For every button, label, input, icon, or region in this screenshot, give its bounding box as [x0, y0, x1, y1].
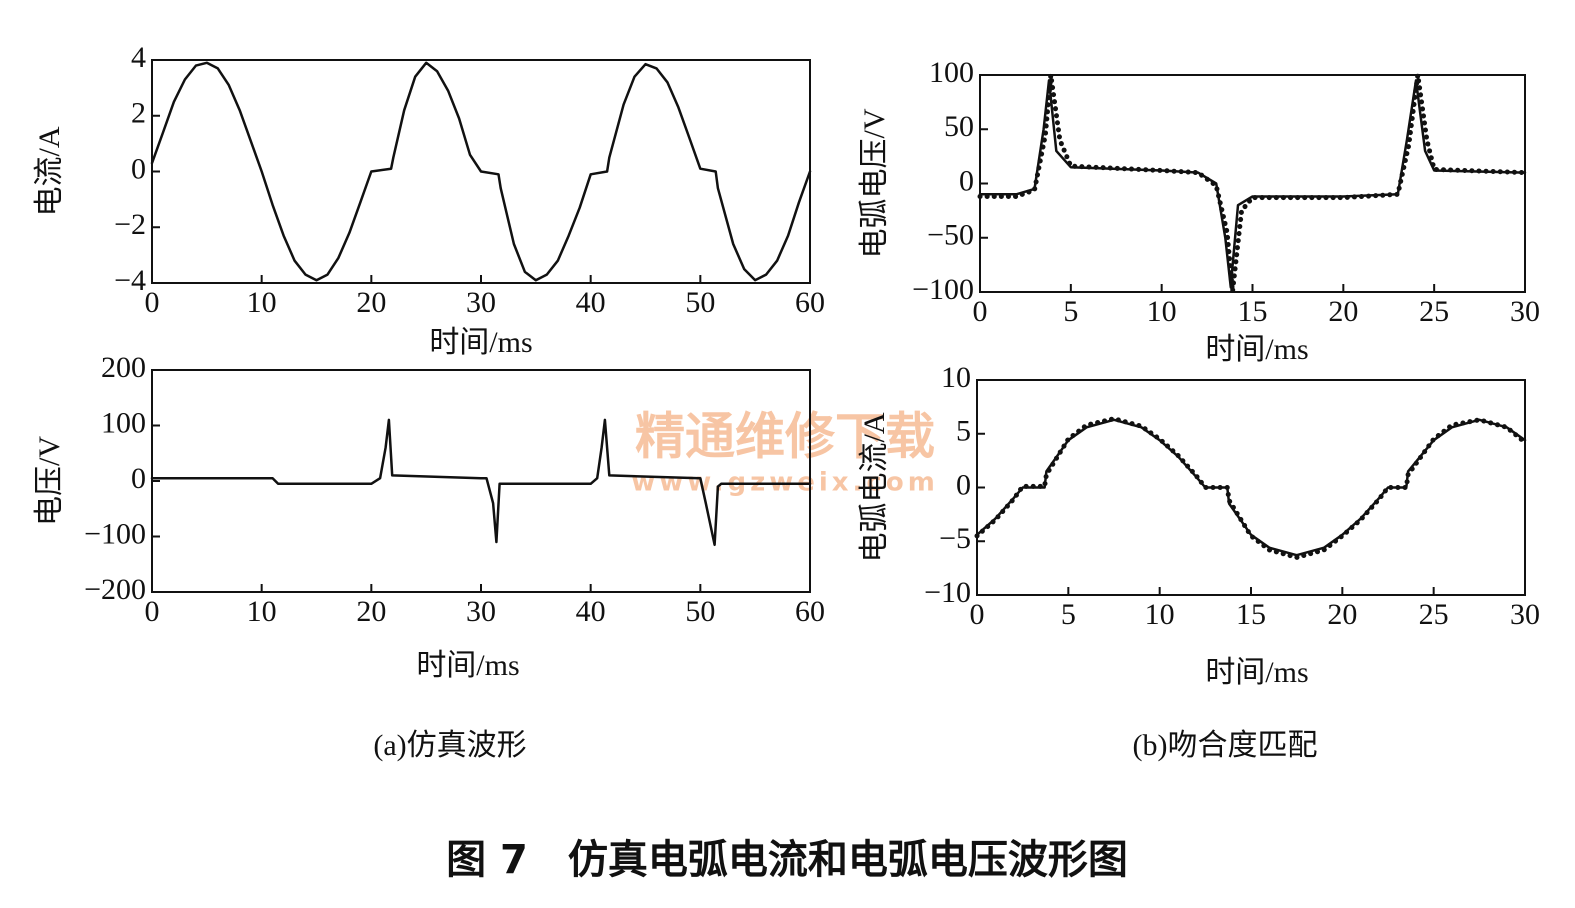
y-tick-label: −2	[114, 208, 146, 241]
line-series	[977, 72, 1528, 295]
line-series	[150, 418, 812, 547]
subcaption: (b)吻合度匹配	[1133, 729, 1318, 762]
x-tick-label: 0	[973, 295, 988, 328]
y-tick-label: 0	[959, 164, 974, 197]
y-tick-label: −5	[939, 522, 971, 555]
x-tick-label: 30	[1510, 598, 1540, 631]
line-series	[974, 416, 1528, 560]
y-axis-label: 电压/V	[33, 436, 66, 526]
x-tick-label: 0	[970, 598, 985, 631]
x-tick-label: 25	[1419, 295, 1449, 328]
x-axis-label: 时间/ms	[1205, 656, 1308, 689]
x-tick-label: 30	[1510, 295, 1540, 328]
x-tick-label: 25	[1419, 598, 1449, 631]
x-axis-label: 时间/ms	[429, 326, 532, 359]
y-tick-label: 100	[101, 406, 146, 439]
y-axis-label: 电弧电流/A	[858, 412, 891, 562]
x-tick-label: 60	[795, 595, 825, 628]
line-series	[978, 79, 1527, 288]
plot-frame	[979, 74, 1526, 293]
y-tick-label: 4	[131, 41, 146, 74]
x-tick-label: 40	[576, 286, 606, 319]
y-tick-label: −100	[84, 517, 146, 550]
x-tick-label: 5	[1061, 598, 1076, 631]
x-tick-label: 30	[466, 595, 496, 628]
y-tick-label: −10	[924, 576, 971, 609]
x-tick-label: 60	[795, 286, 825, 319]
x-tick-label: 10	[247, 595, 277, 628]
x-tick-label: 20	[1328, 295, 1358, 328]
y-axis-label: 电弧电压/V	[858, 108, 891, 258]
y-tick-label: −200	[84, 573, 146, 606]
x-axis-label: 时间/ms	[416, 649, 519, 682]
y-tick-label: 10	[941, 361, 971, 394]
x-tick-label: 20	[356, 595, 386, 628]
y-tick-label: 50	[944, 110, 974, 143]
x-tick-label: 5	[1063, 295, 1078, 328]
y-tick-label: 0	[131, 152, 146, 185]
x-tick-label: 10	[247, 286, 277, 319]
y-tick-label: −50	[927, 219, 974, 252]
y-tick-label: 5	[956, 415, 971, 448]
y-tick-label: 0	[956, 468, 971, 501]
plot-frame	[976, 379, 1526, 596]
figure-caption: 图 7 仿真电弧电流和电弧电压波形图	[446, 837, 1128, 883]
y-axis-label: 电流/A	[33, 126, 66, 216]
x-tick-label: 20	[356, 286, 386, 319]
x-tick-label: 0	[145, 595, 160, 628]
x-tick-label: 0	[145, 286, 160, 319]
x-tick-label: 10	[1147, 295, 1177, 328]
y-tick-label: −4	[114, 264, 146, 297]
x-tick-label: 15	[1236, 598, 1266, 631]
y-tick-label: 100	[929, 56, 974, 89]
x-tick-label: 30	[466, 286, 496, 319]
y-tick-label: 0	[131, 462, 146, 495]
x-tick-label: 40	[576, 595, 606, 628]
x-tick-label: 20	[1327, 598, 1357, 631]
subcaption: (a)仿真波形	[373, 729, 526, 762]
line-series	[975, 418, 1527, 557]
watermark-title: 精通维修下载	[635, 408, 935, 466]
watermark-url: www.gzweix.com	[631, 468, 939, 498]
x-tick-label: 15	[1238, 295, 1268, 328]
line-series	[150, 61, 812, 282]
y-tick-label: 2	[131, 97, 146, 130]
x-tick-label: 50	[685, 286, 715, 319]
x-tick-label: 50	[685, 595, 715, 628]
x-axis-label: 时间/ms	[1205, 333, 1308, 366]
y-tick-label: 200	[101, 351, 146, 384]
y-tick-label: −100	[912, 273, 974, 306]
x-tick-label: 10	[1145, 598, 1175, 631]
